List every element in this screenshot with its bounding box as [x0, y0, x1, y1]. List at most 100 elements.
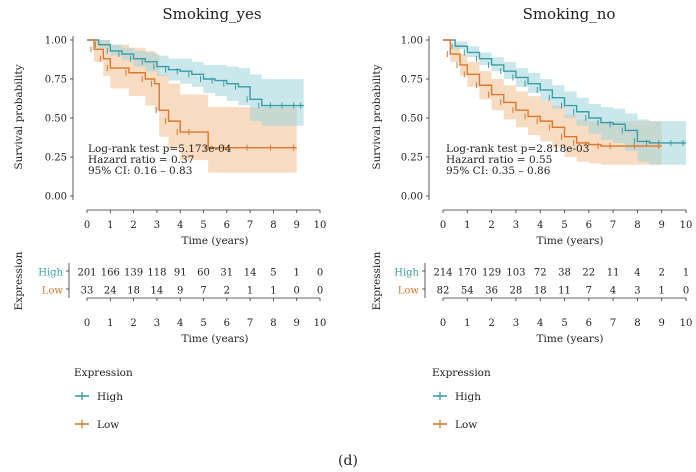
risk-x-tick-label: 10 — [314, 318, 327, 329]
survival-curve-high — [87, 39, 304, 107]
x-tick-label: 1 — [107, 220, 113, 231]
ci-annotation: 95% CI: 0.35 – 0.86 — [446, 165, 551, 177]
survival-curve-high — [443, 39, 686, 144]
y-tick-label: 0.25 — [45, 153, 67, 164]
risk-count: 60 — [197, 268, 210, 279]
x-tick-label: 10 — [680, 220, 693, 231]
km-plot: 0.00 0.25 0.50 0.75 1.00 0 1 2 3 4 5 6 7 8 9 10 — [45, 36, 327, 232]
risk-count: 24 — [104, 286, 117, 297]
x-tick-label: 10 — [314, 220, 327, 231]
x-tick-label: 8 — [634, 220, 640, 231]
panel-smoking-yes: Smoking_yes Survival probability 0.00 0.2… — [13, 5, 326, 431]
risk-count: 2 — [659, 268, 665, 279]
risk-count: 54 — [461, 286, 474, 297]
x-tick-label: 1 — [464, 220, 470, 231]
risk-x-tick-label: 2 — [488, 318, 494, 329]
risk-count: 11 — [558, 286, 571, 297]
risk-count: 72 — [534, 268, 547, 279]
risk-row-label-low: Low — [42, 286, 64, 297]
risk-x-tick-label: 10 — [680, 318, 693, 329]
risk-count: 0 — [317, 268, 323, 279]
risk-count: 36 — [485, 286, 498, 297]
risk-row-label-high: High — [394, 268, 419, 279]
risk-count: 18 — [127, 286, 140, 297]
risk-table-xlabel: Time (years) — [182, 333, 249, 345]
risk-x-tick-label: 5 — [200, 318, 206, 329]
risk-count: 0 — [294, 286, 300, 297]
axes: 0.00 0.25 0.50 0.75 1.00 0 1 2 3 4 5 6 7 8 9 10 — [401, 36, 693, 232]
risk-x-tick-label: 2 — [130, 318, 136, 329]
legend-item-high: High — [433, 391, 481, 403]
risk-x-tick-label: 0 — [440, 318, 446, 329]
risk-x-tick-label: 5 — [561, 318, 567, 329]
x-tick-label: 4 — [177, 220, 183, 231]
km-plot: 0.00 0.25 0.50 0.75 1.00 0 1 2 3 4 5 6 7 8 9 10 — [401, 36, 693, 232]
survival-curve-low — [443, 39, 662, 147]
risk-count: 139 — [124, 268, 143, 279]
risk-x-tick-label: 7 — [247, 318, 253, 329]
x-axis-label: Time (years) — [182, 235, 249, 247]
legend: Expression High Low — [74, 367, 133, 431]
x-tick-label: 0 — [440, 220, 446, 231]
legend-item-low: Low — [75, 419, 119, 431]
risk-x-tick-label: 7 — [610, 318, 616, 329]
risk-count: 11 — [607, 268, 620, 279]
risk-x-tick-label: 3 — [513, 318, 519, 329]
x-tick-label: 5 — [200, 220, 206, 231]
risk-count: 1 — [683, 268, 689, 279]
risk-count: 170 — [458, 268, 477, 279]
panel-smoking-no: Smoking_no Survival probability 0.00 0.25… — [371, 5, 692, 431]
ci-annotation: 95% CI: 0.16 – 0.83 — [88, 165, 192, 177]
y-axis-label: Survival probability — [371, 64, 383, 169]
axes: 0.00 0.25 0.50 0.75 1.00 0 1 2 3 4 5 6 7 8 9 10 — [45, 36, 327, 232]
risk-count: 103 — [506, 268, 525, 279]
x-tick-label: 7 — [610, 220, 616, 231]
risk-x-tick-label: 6 — [224, 318, 230, 329]
chart-title: Smoking_no — [523, 5, 616, 23]
risk-table-xlabel: Time (years) — [537, 333, 604, 345]
risk-x-tick-label: 4 — [537, 318, 543, 329]
risk-x-tick-label: 9 — [659, 318, 665, 329]
risk-count: 82 — [437, 286, 450, 297]
logrank-annotation: Log-rank test p=5.173e-04 — [88, 143, 232, 155]
y-tick-label: 0.75 — [45, 75, 67, 86]
risk-count: 38 — [558, 268, 571, 279]
risk-count: 5 — [270, 268, 276, 279]
risk-count: 31 — [220, 268, 233, 279]
risk-count: 7 — [200, 286, 206, 297]
y-tick-label: 0.00 — [401, 192, 423, 203]
risk-row-label-high: High — [38, 268, 63, 279]
risk-count: 18 — [534, 286, 547, 297]
risk-count: 1 — [294, 268, 300, 279]
risk-row-label-low: Low — [398, 286, 420, 297]
risk-count: 14 — [151, 286, 164, 297]
y-tick-label: 0.00 — [45, 192, 67, 203]
chart-title: Smoking_yes — [162, 5, 261, 23]
hazard-ratio-annotation: Hazard ratio = 0.55 — [446, 154, 552, 166]
risk-x-tick-label: 6 — [586, 318, 592, 329]
risk-count: 14 — [244, 268, 257, 279]
risk-count: 9 — [177, 286, 183, 297]
figure-caption: (d) — [338, 453, 358, 469]
x-tick-label: 3 — [513, 220, 519, 231]
legend-item-high: High — [75, 391, 123, 403]
legend: Expression High Low — [432, 367, 491, 431]
risk-count: 166 — [101, 268, 120, 279]
risk-count: 201 — [77, 268, 96, 279]
risk-x-tick-label: 1 — [107, 318, 113, 329]
x-tick-label: 6 — [586, 220, 592, 231]
legend-title: Expression — [432, 367, 491, 379]
x-tick-label: 9 — [294, 220, 300, 231]
y-tick-label: 0.50 — [45, 114, 67, 125]
risk-x-tick-label: 4 — [177, 318, 183, 329]
legend-title: Expression — [74, 367, 133, 379]
risk-count: 129 — [482, 268, 501, 279]
risk-count: 7 — [586, 286, 592, 297]
risk-count: 0 — [683, 286, 689, 297]
risk-count: 28 — [510, 286, 523, 297]
risk-x-tick-label: 8 — [270, 318, 276, 329]
legend-item-low: Low — [433, 419, 477, 431]
x-tick-label: 5 — [561, 220, 567, 231]
